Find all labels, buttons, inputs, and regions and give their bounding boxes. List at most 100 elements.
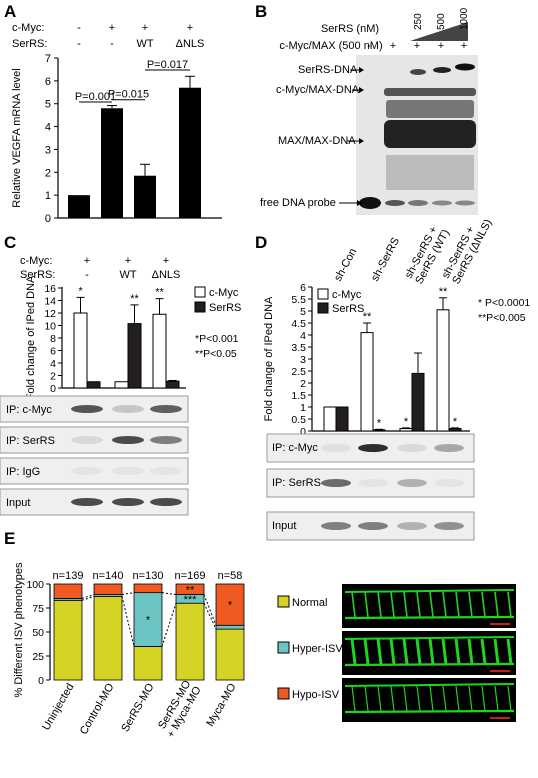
d-ytick-label: 5.5 xyxy=(291,294,306,306)
d-bar-serrs xyxy=(372,429,386,432)
d-blot-strip xyxy=(266,468,475,498)
panel-label-e: E xyxy=(4,529,15,548)
a-serrs-sign: - xyxy=(110,38,114,50)
a-bar xyxy=(134,175,156,218)
d-category-label: sh-SerRS +SerRS (ΔNLS) xyxy=(440,212,495,286)
c-cmyc-sign: + xyxy=(125,255,131,267)
e-legend-label: Hyper-ISV xyxy=(292,643,343,655)
a-ytick-label: 7 xyxy=(45,53,51,65)
c-bar-serrs xyxy=(86,381,101,389)
c-blot-band xyxy=(71,467,103,475)
c-legend-label: SerRS xyxy=(209,302,241,314)
e-connector xyxy=(203,594,217,626)
a-cmyc-sign: + xyxy=(187,22,193,34)
panel-b: SerRS (nM) 250 500 1000 c-Myc/MAX (500 n… xyxy=(260,7,478,215)
e-seg-normal xyxy=(93,596,123,681)
e-legend-label: Normal xyxy=(292,597,327,609)
e-vessel-isv xyxy=(429,685,434,712)
c-ylabel: Fold change of IPed DNA xyxy=(25,275,37,400)
e-vessel-isv xyxy=(441,638,448,665)
d-category-label: sh-SerRS xyxy=(369,236,402,284)
e-vessel-isv xyxy=(363,638,370,665)
c-ytick-label: 6 xyxy=(50,346,56,358)
d-blot-label: IP: c-Myc xyxy=(272,442,318,454)
e-n-label: n=140 xyxy=(93,570,124,582)
c-blot-label: IP: IgG xyxy=(6,466,40,478)
e-category-label: SerRS-MO xyxy=(119,681,157,734)
e-category-label: SerRS-MO+ Myca-MO xyxy=(154,678,204,740)
d-sig: * xyxy=(453,416,458,428)
b-band-free-probe: free DNA probe xyxy=(260,197,336,209)
e-vessel-isv xyxy=(481,591,486,618)
d-ytick-label: 1.5 xyxy=(291,390,306,402)
a-bar xyxy=(179,87,201,218)
b-gradient-wedge xyxy=(410,22,468,41)
e-vessel-isv xyxy=(416,591,421,618)
panel-a: c-Myc: SerRS: - + + + - - WT ΔNLS 0 1 2 3 4 5 6 7 Rela… xyxy=(11,22,222,225)
a-cmyc-sign: - xyxy=(77,22,81,34)
e-vessel-isv xyxy=(364,685,369,712)
c-bar-cmyc xyxy=(73,312,88,389)
d-ylabel: Fold change of IPed DNA xyxy=(263,296,275,421)
e-legend-swatch xyxy=(277,595,290,608)
e-vessel-dorsal xyxy=(344,683,515,687)
d-blot-label: Input xyxy=(272,520,296,532)
a-pvalue: P=0.001 xyxy=(75,91,116,103)
e-seg-hypo xyxy=(53,583,83,599)
c-ytick-label: 10 xyxy=(44,321,56,333)
d-blot-label: IP: SerRS xyxy=(272,477,321,489)
d-bar-serrs xyxy=(335,406,349,432)
a-cmyc-row-label: c-Myc: xyxy=(12,22,44,34)
a-pvalue: P=0.017 xyxy=(147,59,188,71)
e-vessel-dorsal xyxy=(344,636,515,640)
c-blot-band xyxy=(112,467,144,475)
panel-label-b: B xyxy=(255,2,267,21)
d-ytick-label: 1 xyxy=(300,402,306,414)
b-band-cmyc-max-dna: c-Myc/MAX-DNA xyxy=(276,84,360,96)
e-vessel-isv xyxy=(468,685,473,712)
e-ytick-label: 25 xyxy=(32,651,44,663)
e-vessel-dorsal xyxy=(344,589,515,593)
e-category-label: Uninjected xyxy=(40,682,76,733)
e-vessel-isv xyxy=(507,685,512,712)
c-ytick-label: 14 xyxy=(44,296,56,308)
c-blot-band xyxy=(112,498,144,506)
c-ytick-label: 16 xyxy=(44,283,56,295)
d-bar-cmyc xyxy=(399,428,413,432)
d-ytick-label: 2 xyxy=(300,378,306,390)
c-blot-band xyxy=(71,498,103,506)
d-legend-label: SerRS xyxy=(332,303,364,315)
d-sig: * xyxy=(377,417,382,429)
e-vessel-isv xyxy=(442,591,447,618)
c-bar-serrs xyxy=(165,380,180,389)
panel-e: 0 25 50 75 100 % Different ISV phenotypes n=… xyxy=(13,562,516,740)
e-vessel-isv xyxy=(390,591,395,618)
d-bar-cmyc xyxy=(360,332,374,432)
d-blot-band xyxy=(397,479,427,487)
e-seg-hypo xyxy=(93,583,123,595)
e-sig: ** xyxy=(186,584,195,596)
d-blot-band xyxy=(321,444,351,452)
d-blot-band xyxy=(434,522,464,530)
c-serrs-row-label: SerRS: xyxy=(20,269,55,281)
c-legend-swatch xyxy=(194,286,206,298)
e-seg-hypo xyxy=(133,583,163,594)
c-ytick-label: 4 xyxy=(50,358,56,370)
a-ylabel: Relative VEGFA mRNA level xyxy=(11,68,23,207)
e-vessel-isv xyxy=(428,638,435,665)
a-bar xyxy=(101,108,123,218)
d-pnote-1: * P<0.0001 xyxy=(478,297,530,309)
e-vessel-isv xyxy=(493,638,500,665)
e-vessel-isv xyxy=(402,638,409,665)
d-pnote-2: **P<0.005 xyxy=(478,312,526,324)
e-micrographs xyxy=(342,584,516,722)
c-blot-band xyxy=(112,436,144,444)
d-blot-band xyxy=(397,522,427,530)
e-ytick-label: 0 xyxy=(38,675,44,687)
e-vessel-isv xyxy=(415,638,422,665)
c-ytick-label: 2 xyxy=(50,371,56,383)
e-vessel-isv xyxy=(494,685,499,712)
c-blot-label: IP: c-Myc xyxy=(6,404,52,416)
c-blot-label: Input xyxy=(6,497,30,509)
